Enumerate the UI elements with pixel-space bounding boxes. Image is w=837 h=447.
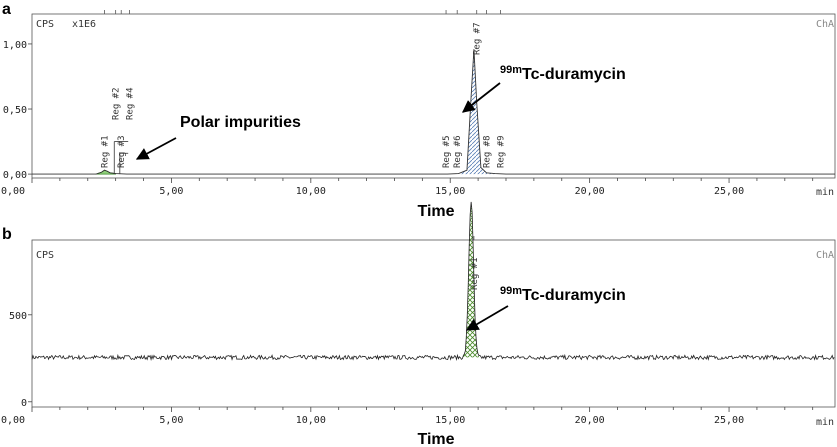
annotation-tc-duramycin: 99mTc-duramycin [500,64,626,83]
y-tick-label: 0 [21,398,27,409]
panel-label: a [2,1,11,18]
region-label: Reg #3 [117,135,127,168]
x-axis-title: Time [417,203,454,220]
region-label: Reg #9 [496,135,506,168]
region-label: Reg #4 [126,87,136,120]
plot-frame [31,13,836,179]
x-tick-label: 20,00 [575,186,605,197]
region-label: Reg #8 [482,135,492,168]
annotation-arrow [465,305,509,331]
series-line [31,201,835,362]
channel-label: ChA [816,250,834,261]
y-tick-label: 0,00 [3,170,27,181]
y-tick-label: 500 [9,311,27,322]
region-label: Reg #6 [453,135,463,168]
y-unit-label: CPS [36,250,54,261]
series-line [32,49,835,175]
x-tick-label: 20,00 [575,415,605,426]
plot-frame [31,239,836,408]
chromatogram-trace [32,49,835,175]
y-tick-label: 0,50 [3,105,27,116]
x-axis-title: Time [417,431,454,447]
panel-b: b 0,00 5,00 10,00 15,00 20,00 25,00 0 500 Reg #… [1,201,836,447]
region-label: Reg #5 [442,135,452,168]
x-tick-label: 25,00 [714,415,744,426]
region-label: Reg #1 [100,135,110,168]
panel-a: a 0,00 5,00 10,00 15,00 20,00 25,00 0,00 0,50 1,… [1,1,836,220]
x-tick-label: 10,00 [296,186,326,197]
panel-label: b [2,226,12,243]
region-labels: Reg #1 [470,236,480,290]
x-tick-label: 0,00 [1,186,25,197]
annotation-tc-duramycin: 99mTc-duramycin [500,285,626,304]
channel-label: ChA [816,19,834,30]
peak-fill [458,49,495,175]
region-label: Reg #7 [473,22,483,55]
x-tick-label: 5,00 [159,186,183,197]
region-labels: Reg #1 Reg #2 Reg #3 Reg #4 Reg #5 Reg #6 Reg … [100,10,506,168]
annotations: Polar impurities 99mTc-duramycin [135,64,626,160]
y-scale-label: x1E6 [72,19,96,30]
annotation-polar-impurities: Polar impurities [180,114,301,131]
x-unit-label: min [816,187,834,198]
region-label: Reg #2 [112,87,122,120]
x-tick-label: 5,00 [159,415,183,426]
x-tick-label: 15,00 [435,415,465,426]
x-tick-label: 0,00 [1,415,25,426]
axes: 0,00 5,00 10,00 15,00 20,00 25,00 0 500 [1,311,814,426]
annotation-arrow [462,82,501,113]
axes: 0,00 5,00 10,00 15,00 20,00 25,00 0,00 0,50 1,00 [1,40,814,197]
chromatogram-trace [31,201,835,362]
x-unit-label: min [816,417,834,428]
x-tick-label: 15,00 [435,186,465,197]
x-tick-label: 25,00 [714,186,744,197]
x-tick-label: 10,00 [296,415,326,426]
y-unit-label: CPS [36,19,54,30]
region-label: Reg #1 [470,257,480,290]
annotations: 99mTc-duramycin [465,285,626,331]
y-tick-label: 1,00 [3,40,27,51]
annotation-arrow [135,137,177,160]
